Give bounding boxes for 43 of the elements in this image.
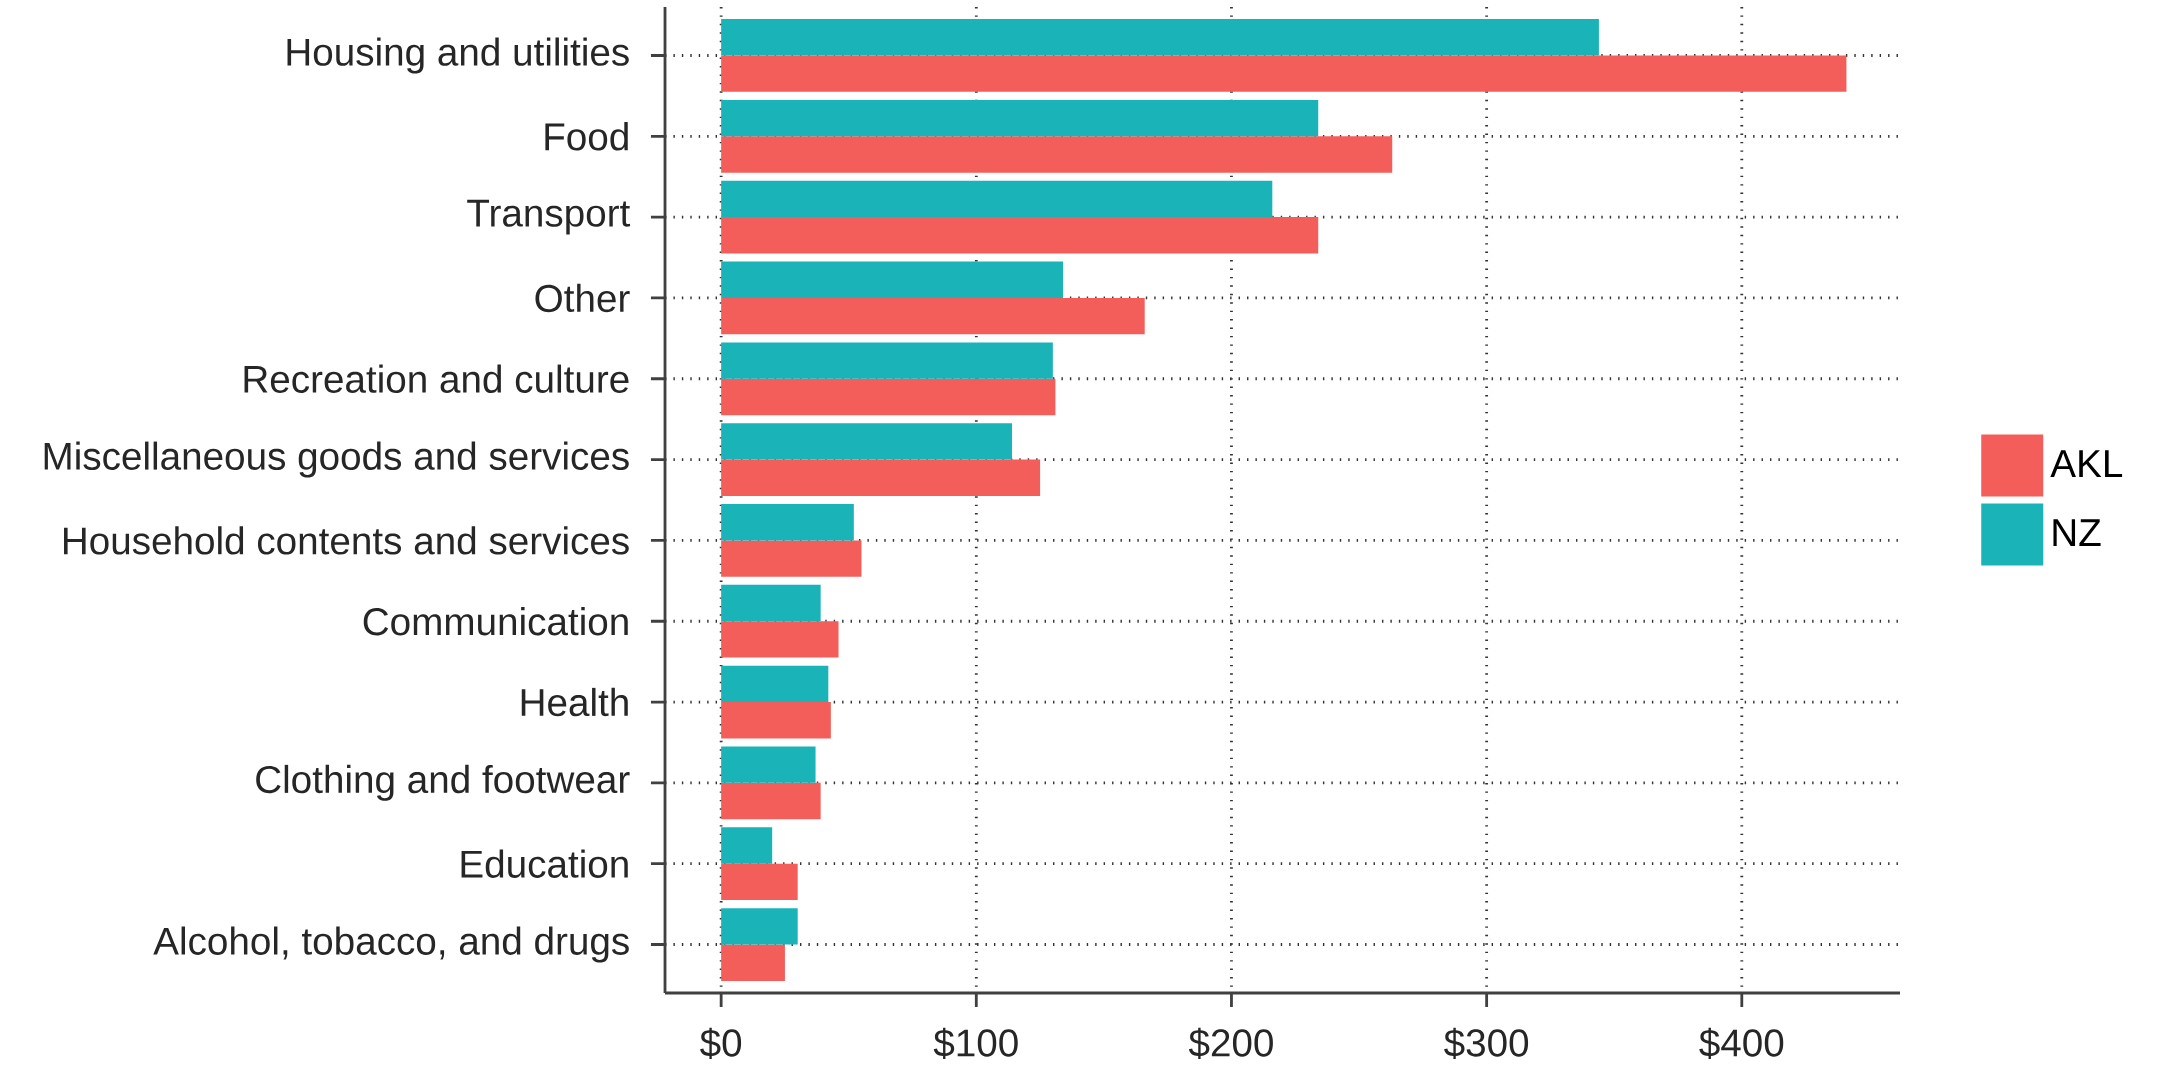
bar <box>721 297 1145 335</box>
bar <box>721 99 1319 137</box>
x-tick-label: $400 <box>1699 1027 1784 1059</box>
y-tick-label: Housing and utilities <box>287 37 629 74</box>
bar <box>721 863 798 901</box>
y-tick-label: Clothing and footwear <box>256 764 630 801</box>
bar <box>721 944 785 981</box>
bar <box>721 378 1056 416</box>
bar <box>721 584 821 622</box>
bar <box>721 19 1599 56</box>
bar <box>721 702 831 739</box>
x-tick-label: $0 <box>700 1027 742 1059</box>
bar <box>721 55 1847 92</box>
bar <box>721 342 1053 379</box>
bar <box>721 136 1393 173</box>
legend-label: AKL <box>2050 450 2123 477</box>
y-tick-label: Health <box>521 687 628 717</box>
bar <box>721 827 773 864</box>
bar <box>721 908 798 945</box>
bar <box>721 423 1013 460</box>
x-tick-label: $100 <box>933 1027 1018 1059</box>
bar <box>721 540 862 577</box>
bar <box>721 665 829 703</box>
y-tick-label: Alcohol, tobacco, and drugs <box>153 926 629 963</box>
legend-label: NZ <box>2053 519 2101 546</box>
bar <box>721 217 1319 254</box>
y-tick-label: Communication <box>363 607 628 636</box>
y-tick-label: Other <box>535 283 630 313</box>
y-tick-label: Recreation and culture <box>244 364 629 393</box>
y-tick-label: Transport <box>467 199 631 235</box>
y-tick-label: Household contents and services <box>64 526 629 555</box>
bar <box>721 504 854 541</box>
y-tick-label: Food <box>545 122 628 151</box>
bar <box>721 782 821 820</box>
x-tick-label: $200 <box>1188 1027 1273 1059</box>
bar <box>721 621 839 658</box>
bar <box>721 459 1041 496</box>
bar <box>721 746 816 783</box>
bar <box>721 261 1064 298</box>
y-tick-label: Miscellaneous goods and services <box>44 441 629 478</box>
x-tick-label: $300 <box>1444 1027 1529 1059</box>
bar <box>721 180 1273 218</box>
y-tick-label: Education <box>461 849 628 878</box>
